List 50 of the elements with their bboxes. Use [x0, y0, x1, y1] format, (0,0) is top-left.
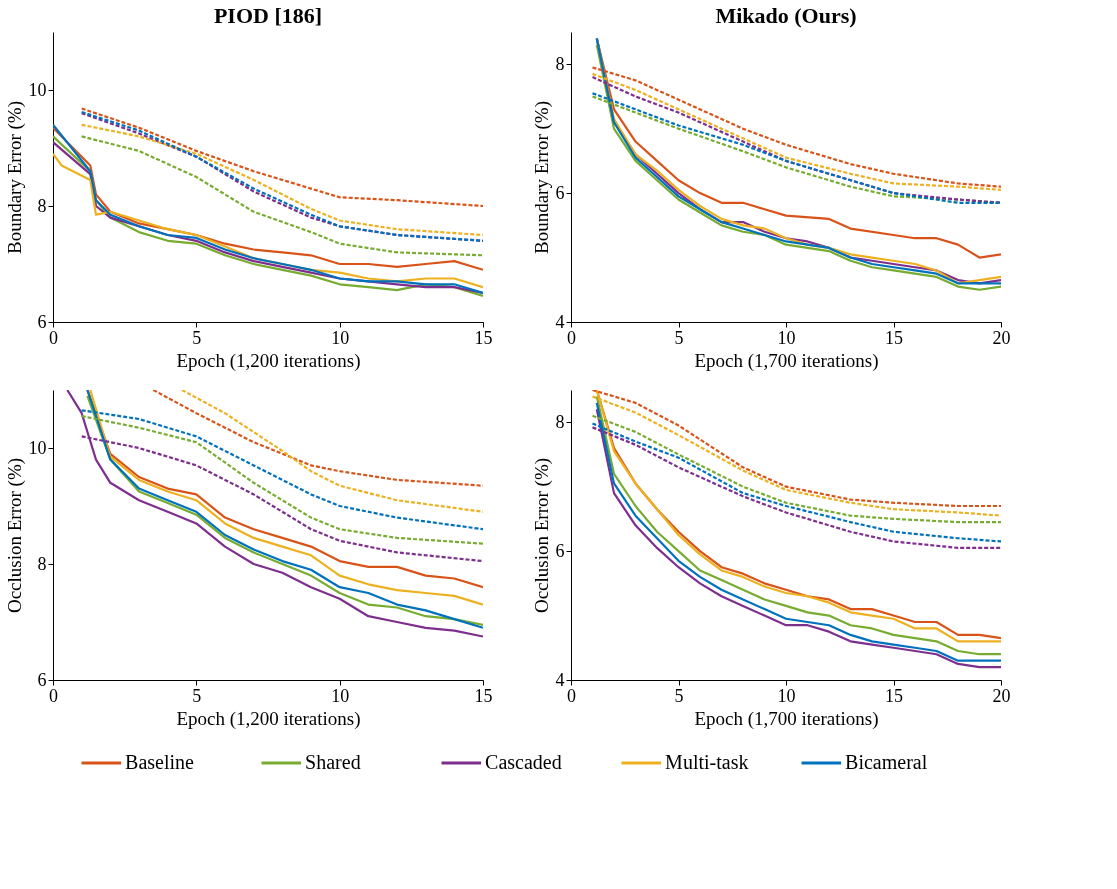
- y-tick-label: 4: [555, 311, 565, 332]
- x-axis-title: Epoch (1,700 iterations): [694, 349, 879, 372]
- y-tick-label: 8: [37, 195, 47, 216]
- x-tick-label: 20: [992, 685, 1011, 706]
- chart-title: PIOD [186]: [213, 3, 323, 28]
- y-tick-label: 6: [37, 669, 47, 690]
- x-tick-label: 15: [474, 685, 493, 706]
- x-tick-label: 10: [331, 685, 350, 706]
- y-tick-label: 6: [555, 182, 565, 203]
- x-axis-title: Epoch (1,700 iterations): [694, 707, 879, 730]
- line-series: [80, 135, 483, 257]
- y-tick-label: 6: [37, 311, 47, 332]
- legend-label: Shared: [305, 751, 361, 773]
- x-tick-label: 10: [331, 327, 350, 348]
- y-axis-title: Occlusion Error (%): [3, 457, 26, 614]
- x-tick-label: 0: [567, 685, 576, 706]
- x-tick-label: 5: [192, 327, 202, 348]
- y-tick-label: 6: [555, 540, 565, 561]
- x-tick-label: 20: [992, 327, 1011, 348]
- y-axis-title: Boundary Error (%): [3, 100, 26, 255]
- x-tick-label: 5: [192, 685, 202, 706]
- y-tick-label: 8: [37, 553, 47, 574]
- y-tick-label: 10: [28, 437, 47, 458]
- chart-title: Mikado (Ours): [715, 3, 857, 28]
- x-tick-label: 0: [49, 685, 58, 706]
- y-axis-title: Occlusion Error (%): [530, 457, 553, 614]
- legend-label: Bicameral: [845, 751, 928, 773]
- y-axis-title: Boundary Error (%): [530, 100, 553, 255]
- line-series: [53, 126, 483, 271]
- x-tick-label: 0: [567, 327, 576, 348]
- x-tick-label: 15: [885, 685, 903, 706]
- y-tick-label: 8: [555, 411, 565, 432]
- x-axis-title: Epoch (1,200 iterations): [176, 707, 361, 730]
- line-series: [80, 107, 483, 208]
- y-tick-label: 10: [28, 79, 47, 100]
- legend-label: Cascaded: [485, 751, 562, 773]
- legend-label: Multi-task: [665, 751, 749, 773]
- line-series: [152, 390, 483, 487]
- x-tick-label: 0: [49, 327, 58, 348]
- x-tick-label: 5: [674, 685, 684, 706]
- x-axis-title: Epoch (1,200 iterations): [176, 349, 361, 372]
- legend-label: Baseline: [125, 751, 195, 773]
- y-tick-label: 8: [555, 53, 565, 74]
- x-tick-label: 5: [674, 327, 684, 348]
- x-tick-label: 10: [777, 327, 796, 348]
- x-tick-label: 15: [885, 327, 903, 348]
- line-series: [180, 390, 483, 513]
- x-tick-label: 10: [777, 685, 796, 706]
- y-tick-label: 4: [555, 669, 565, 690]
- x-tick-label: 15: [474, 327, 493, 348]
